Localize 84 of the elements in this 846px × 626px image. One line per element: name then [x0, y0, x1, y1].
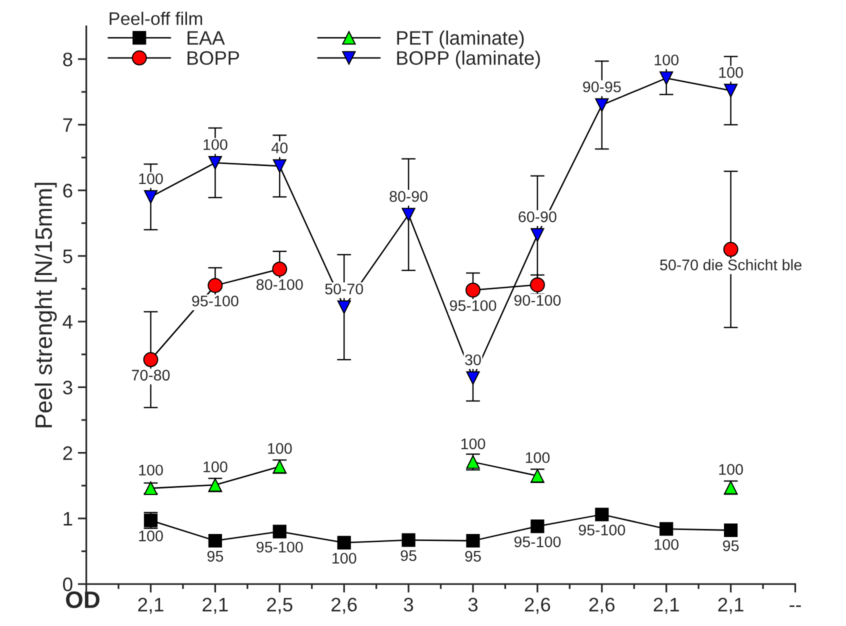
legend-label: PET (laminate) [397, 30, 524, 49]
legend-label: BOPP (laminate) [397, 50, 540, 69]
annotation: 95 [723, 540, 739, 552]
point [465, 282, 480, 298]
y-tick-label: 7 [63, 118, 72, 132]
annotation: 95-100 [578, 524, 626, 536]
point [272, 262, 288, 277]
annotation: 95-100 [192, 296, 238, 306]
annotation: 100 [204, 139, 228, 150]
annotation: 100 [526, 452, 550, 464]
y-tick-label: 0 [63, 578, 72, 592]
annotation: 100 [719, 67, 743, 78]
y-tick-label: 8 [63, 52, 72, 66]
point [660, 71, 674, 85]
annotation: 90-95 [583, 81, 621, 92]
point [723, 242, 738, 257]
x-tick-label: 2,6 [589, 598, 615, 614]
point [337, 300, 351, 314]
legend-label: EAA [188, 31, 225, 45]
point [530, 520, 544, 534]
x-tick-label: 2,6 [524, 598, 550, 614]
point [530, 277, 545, 292]
y-tick-label: 3 [63, 380, 72, 394]
y-axis-title: Peel strenght [N/15mm] [34, 182, 57, 428]
y-tick-label: 4 [62, 315, 73, 329]
point [466, 371, 480, 385]
annotation: 40 [271, 142, 288, 154]
point [272, 159, 286, 173]
annotation: 100 [719, 464, 743, 475]
annotation: 100 [268, 443, 292, 454]
x-tick-label: 2,1 [138, 598, 164, 614]
annotation: 50-70 die Schicht ble [660, 259, 802, 270]
y-tick-label: 1 [64, 512, 72, 526]
annotation: 30 [465, 354, 481, 366]
x-tick-label: 2,6 [332, 598, 357, 614]
annotation: 100 [654, 539, 678, 550]
point [208, 278, 223, 293]
point [208, 534, 222, 548]
annotation: 50-70 [325, 284, 364, 294]
annotation: 100 [461, 438, 486, 450]
point [337, 536, 351, 550]
annotation: 95-100 [450, 300, 496, 312]
annotation: 100 [139, 530, 163, 542]
point [144, 190, 158, 204]
annotation: 80-100 [256, 279, 303, 290]
point [724, 523, 738, 538]
x-tick-label: -- [790, 605, 801, 607]
legend-title: Peel-off film [110, 12, 202, 26]
annotation: 60-90 [518, 211, 556, 222]
x-tick-label: 3 [404, 598, 414, 612]
point [595, 508, 609, 522]
annotation: 95-100 [256, 542, 303, 553]
annotation: 95 [465, 550, 481, 562]
x-tick-label: 2,1 [654, 598, 679, 614]
annotation: 100 [204, 461, 228, 472]
point [466, 534, 480, 548]
x-tick-label: 3 [468, 598, 478, 612]
point [402, 208, 416, 222]
legend-label: BOPP [188, 51, 240, 65]
annotation: 100 [139, 173, 163, 184]
x-tick-label: 2,1 [202, 598, 228, 614]
point [402, 533, 416, 547]
point [208, 156, 222, 170]
annotation: 100 [654, 54, 678, 66]
annotation: 70-80 [132, 370, 170, 381]
point [660, 522, 674, 536]
x-axis-title: OD [66, 591, 100, 608]
point [143, 352, 158, 368]
point [530, 228, 544, 242]
y-tick-label: 5 [63, 250, 72, 264]
annotation: 95 [400, 550, 416, 562]
annotation: 100 [139, 464, 163, 476]
x-tick-label: 2,5 [267, 598, 292, 614]
x-tick-label: 2,1 [718, 598, 744, 614]
y-tick-label: 6 [63, 184, 72, 198]
point [272, 524, 286, 538]
annotation: 95-100 [514, 536, 561, 548]
point [595, 98, 609, 112]
annotation: 80-90 [390, 191, 428, 202]
annotation: 95 [207, 550, 224, 562]
y-tick-label: 2 [63, 446, 72, 460]
annotation: 90-100 [514, 294, 561, 306]
point [724, 84, 738, 98]
annotation: 100 [332, 552, 356, 564]
